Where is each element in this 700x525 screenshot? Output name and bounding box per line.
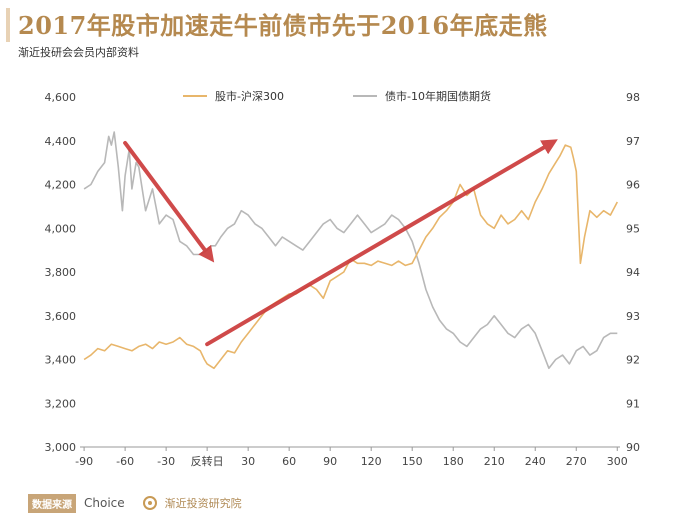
bond-series-line <box>83 131 618 370</box>
downtrend-arrow <box>123 140 215 263</box>
y-left-tick-label: 4,200 <box>45 179 77 192</box>
y-right-tick-label: 97 <box>626 135 640 148</box>
logo-text: 渐近投资研究院 <box>164 497 242 510</box>
y-right-tick-label: 95 <box>626 222 640 235</box>
x-tick-label: 180 <box>443 455 464 468</box>
legend-label: 债市-10年期国债期货 <box>385 89 491 103</box>
y-left-tick-label: 3,200 <box>45 397 77 410</box>
x-tick-label: -30 <box>157 455 175 468</box>
y-left-tick-label: 4,400 <box>45 135 77 148</box>
page-subtitle: 渐近投研会会员内部资料 <box>18 46 139 59</box>
y-left-tick-label: 4,000 <box>45 222 77 235</box>
x-tick-label: 210 <box>484 455 505 468</box>
y-right-tick-label: 96 <box>626 179 640 192</box>
source-label: 数据来源 <box>28 493 76 513</box>
x-tick-label: 150 <box>402 455 423 468</box>
y-left-tick-label: 3,000 <box>45 441 77 454</box>
x-tick-label: 90 <box>323 455 337 468</box>
y-right-tick-label: 92 <box>626 354 640 367</box>
y-right-tick-label: 94 <box>626 266 640 279</box>
x-tick-label: 270 <box>566 455 587 468</box>
y-left-tick-label: 3,400 <box>45 354 77 367</box>
x-tick-label: 反转日 <box>191 454 224 468</box>
title-accent-bar <box>6 8 10 42</box>
x-tick-label: 30 <box>241 455 255 468</box>
x-tick-label: 120 <box>361 455 382 468</box>
y-left-tick-label: 4,600 <box>45 91 77 104</box>
logo-icon <box>142 496 157 510</box>
x-tick-label: -60 <box>116 455 134 468</box>
x-tick-label: 60 <box>282 455 296 468</box>
y-right-tick-label: 90 <box>626 441 640 454</box>
x-tick-label: 240 <box>525 455 546 468</box>
y-right-tick-label: 98 <box>626 91 640 104</box>
y-left-tick-label: 3,600 <box>45 310 77 323</box>
stock-series-line <box>83 144 619 370</box>
page-title: 2017年股市加速走牛前债市先于2016年底走熊 <box>18 11 548 40</box>
legend-label: 股市-沪深300 <box>215 89 284 103</box>
footer: 数据来源 Choice 渐近投资研究院 <box>28 493 242 513</box>
source-value: Choice <box>84 496 125 510</box>
x-tick-label: -90 <box>75 455 93 468</box>
x-tick-label: 300 <box>607 455 628 468</box>
y-right-tick-label: 93 <box>626 310 640 323</box>
y-left-tick-label: 3,800 <box>45 266 77 279</box>
y-right-tick-label: 91 <box>626 397 640 410</box>
uptrend-arrow <box>205 139 558 347</box>
